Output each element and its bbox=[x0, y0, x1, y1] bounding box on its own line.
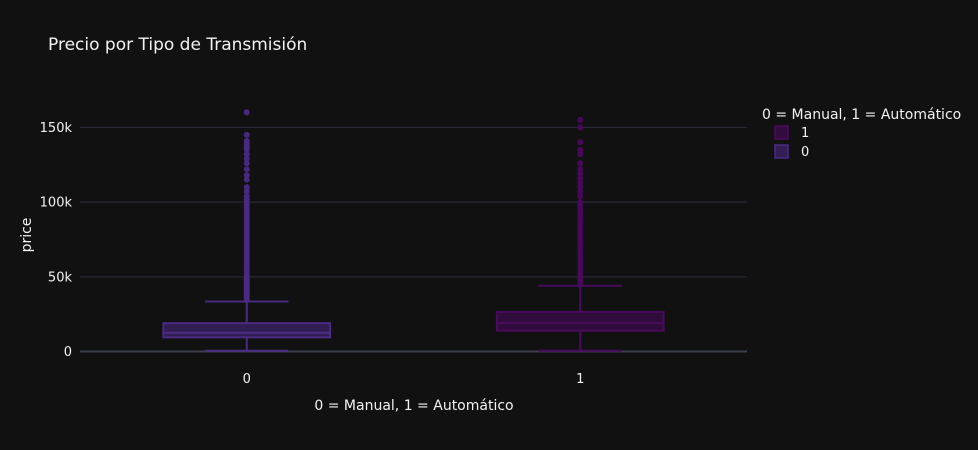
outlier-point bbox=[577, 175, 584, 182]
outlier-point bbox=[243, 151, 250, 158]
legend-label: 0 bbox=[801, 145, 809, 160]
outlier-point bbox=[577, 188, 584, 195]
iqr-box bbox=[495, 310, 665, 332]
legend-swatch bbox=[774, 144, 789, 159]
outlier-point bbox=[577, 124, 584, 131]
legend-title: 0 = Manual, 1 = Automático bbox=[762, 107, 961, 123]
outlier-point bbox=[243, 166, 250, 173]
y-tick-label: 100k bbox=[40, 196, 73, 211]
outlier-point bbox=[243, 176, 250, 183]
outlier-point bbox=[577, 139, 584, 146]
outlier-point bbox=[577, 193, 584, 200]
outlier-point bbox=[577, 199, 584, 206]
outlier-point bbox=[577, 184, 584, 191]
outlier-point bbox=[243, 160, 250, 167]
legend-item-1[interactable]: 1 bbox=[774, 125, 809, 141]
outlier-point bbox=[243, 193, 250, 200]
x-tick-label: 1 bbox=[576, 372, 584, 387]
outlier-point bbox=[577, 151, 584, 158]
outlier-point bbox=[577, 166, 584, 173]
y-tick-label: 50k bbox=[48, 270, 73, 285]
gridlines bbox=[80, 126, 747, 353]
outlier-point bbox=[243, 131, 250, 138]
box-series-1 bbox=[495, 116, 665, 352]
box-series-0 bbox=[162, 109, 332, 352]
legend-item-0[interactable]: 0 bbox=[774, 144, 809, 160]
y-axis-label: price bbox=[19, 218, 35, 253]
box-series bbox=[162, 109, 665, 352]
legend-label: 1 bbox=[801, 126, 809, 141]
outlier-point bbox=[577, 146, 584, 153]
x-axis-label: 0 = Manual, 1 = Automático bbox=[314, 398, 513, 414]
outlier-point bbox=[577, 179, 584, 186]
chart-title: Precio por Tipo de Transmisión bbox=[48, 35, 307, 55]
legend-swatch bbox=[774, 125, 789, 140]
outlier-point bbox=[243, 109, 250, 116]
y-tick-label: 0 bbox=[64, 345, 72, 360]
outlier-point bbox=[577, 170, 584, 177]
outlier-point bbox=[243, 184, 250, 191]
outlier-point bbox=[243, 172, 250, 179]
iqr-box bbox=[162, 322, 332, 339]
y-tick-label: 150k bbox=[40, 121, 73, 136]
x-tick-label: 0 bbox=[243, 372, 251, 387]
y-tick-labels: 0 50k 100k 150k bbox=[40, 121, 73, 360]
outlier-point bbox=[243, 137, 250, 144]
outlier-point bbox=[243, 155, 250, 162]
legend[interactable]: 0 = Manual, 1 = Automático 1 0 bbox=[762, 107, 961, 160]
outlier-point bbox=[577, 160, 584, 167]
outlier-point bbox=[577, 116, 584, 123]
outlier-point bbox=[243, 188, 250, 195]
